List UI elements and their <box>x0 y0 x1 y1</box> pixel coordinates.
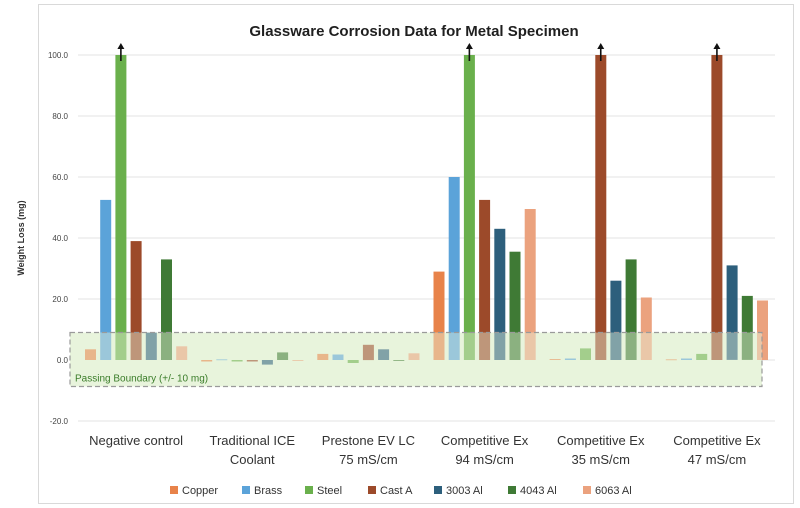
bar <box>277 352 289 360</box>
xtick-layer: Negative control Traditional ICE Coolant Pr… <box>89 433 761 467</box>
bar <box>161 259 172 360</box>
bar <box>665 359 677 361</box>
bar <box>711 55 723 360</box>
x-tick-label: Prestone EV LC <box>322 433 415 448</box>
legend-label: Steel <box>317 485 342 497</box>
chart-title: Glassware Corrosion Data for Metal Speci… <box>249 23 578 40</box>
x-tick-label: Coolant <box>230 452 275 467</box>
bar <box>362 344 374 361</box>
bar <box>524 209 536 360</box>
y-tick-label: 20.0 <box>52 295 68 304</box>
bar <box>448 177 460 360</box>
legend-label: Brass <box>254 485 283 497</box>
y-tick-label: 80.0 <box>52 112 68 121</box>
bar <box>176 346 188 360</box>
bar <box>433 271 445 360</box>
overflow-arrow-head <box>597 43 605 49</box>
bar <box>564 358 576 360</box>
bar <box>347 360 359 363</box>
x-tick-label: 47 mS/cm <box>688 452 747 467</box>
bar <box>201 360 213 362</box>
bar <box>549 359 561 360</box>
bar <box>741 295 753 360</box>
bar <box>509 251 521 360</box>
bar <box>231 360 243 362</box>
bar <box>246 360 258 362</box>
legend-item: 3003 Al <box>434 485 483 497</box>
y-axis-title: Weight Loss (mg) <box>16 200 26 275</box>
bar <box>130 241 142 360</box>
legend-swatch <box>242 486 250 494</box>
bar <box>681 358 692 360</box>
bar <box>115 55 127 360</box>
legend-swatch <box>434 486 442 494</box>
bar <box>292 360 304 361</box>
top-strip <box>0 0 800 4</box>
bar <box>100 199 112 360</box>
overflow-arrow-head <box>713 43 721 49</box>
bar <box>378 349 390 360</box>
bar <box>145 332 157 360</box>
legend-label: 4043 Al <box>520 485 557 497</box>
y-tick-label: 100.0 <box>48 51 69 60</box>
legend-item: 4043 Al <box>508 485 557 497</box>
bar <box>479 199 491 360</box>
bar <box>216 359 228 361</box>
bar <box>757 300 768 360</box>
legend-label: Cast A <box>380 485 413 497</box>
x-tick-label: 75 mS/cm <box>339 452 398 467</box>
bar <box>393 360 405 361</box>
overflow-arrow-head <box>465 43 473 49</box>
overflow-arrow-head <box>117 43 125 49</box>
legend-label: 6063 Al <box>595 485 632 497</box>
bar <box>463 55 475 360</box>
y-tick-label: 0.0 <box>57 356 69 365</box>
y-tick-label: 40.0 <box>52 234 68 243</box>
x-tick-label: Traditional ICE <box>210 433 296 448</box>
y-tick-label: -20.0 <box>50 417 69 426</box>
bar <box>696 353 708 360</box>
bar <box>595 55 607 360</box>
bar <box>640 297 652 360</box>
legend-swatch <box>583 486 591 494</box>
bar <box>317 353 329 360</box>
bar <box>408 353 420 360</box>
y-tick-label: 60.0 <box>52 173 68 182</box>
x-tick-label: Competitive Ex <box>557 433 645 448</box>
legend-item: Steel <box>305 485 342 497</box>
x-tick-label: 35 mS/cm <box>571 452 630 467</box>
legend-item: Cast A <box>368 485 413 497</box>
bar <box>85 349 96 360</box>
legend-item: 6063 Al <box>583 485 632 497</box>
passing-boundary-outline <box>69 331 763 388</box>
legend-label: Copper <box>182 485 218 497</box>
x-tick-label: Competitive Ex <box>673 433 761 448</box>
legend-swatch <box>508 486 516 494</box>
bar <box>625 259 637 360</box>
legend-swatch <box>170 486 178 494</box>
legend-item: Brass <box>242 485 283 497</box>
bar <box>494 228 506 360</box>
bar <box>261 360 273 365</box>
legend-swatch <box>305 486 313 494</box>
arrow-layer <box>117 43 721 61</box>
ytick-layer: -20.0 0.0 20.0 40.0 60.0 80.0 100.0 <box>48 51 69 426</box>
band-overlay-layer: Passing Boundary (+/- 10 mg) <box>69 331 763 388</box>
legend-swatch <box>368 486 376 494</box>
legend: Copper Brass Steel Cast A 3003 Al 4043 Al 6063… <box>170 485 632 497</box>
bar <box>726 265 738 360</box>
passing-boundary-label: Passing Boundary (+/- 10 mg) <box>75 374 208 385</box>
bar <box>580 348 591 360</box>
x-tick-label: Competitive Ex <box>441 433 529 448</box>
legend-item: Copper <box>170 485 218 497</box>
bars-layer <box>85 55 768 365</box>
legend-label: 3003 Al <box>446 485 483 497</box>
x-tick-label: 94 mS/cm <box>455 452 514 467</box>
x-tick-label: Negative control <box>89 433 183 448</box>
bar <box>332 354 344 360</box>
bar <box>610 280 622 360</box>
